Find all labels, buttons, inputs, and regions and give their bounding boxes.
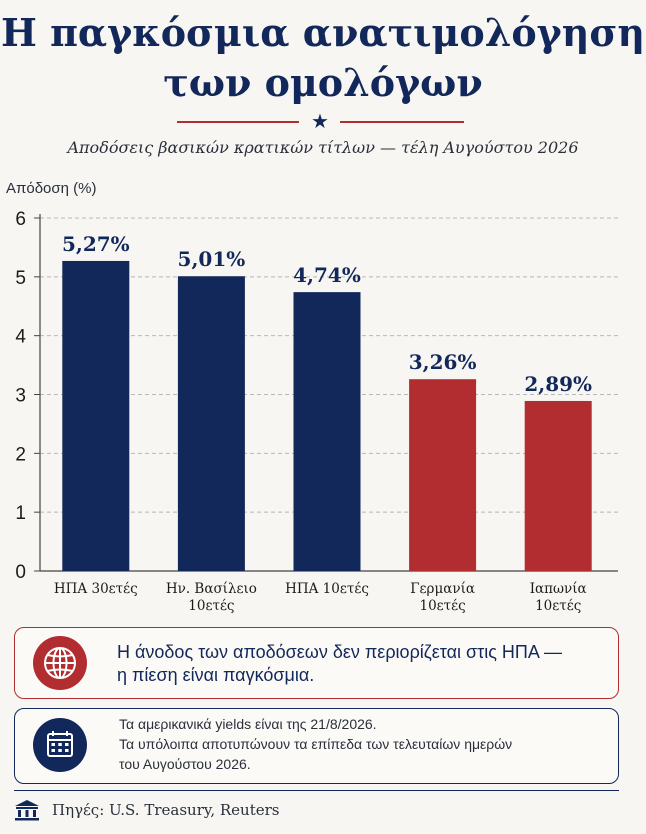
globe-icon <box>44 647 76 679</box>
bar-value-label: 5,27% <box>62 232 130 256</box>
note-box: Τα αμερικανικά yields είναι της 21/8/202… <box>14 708 619 784</box>
divider-left-line <box>177 121 299 123</box>
footer-divider <box>14 790 619 791</box>
x-tick-label: ΗΠΑ 30ετές <box>54 581 138 597</box>
bar-value-label: 5,01% <box>178 247 246 271</box>
x-tick-label: 10ετές <box>535 598 581 614</box>
title-line-1: Η παγκόσμια ανατιμολόγηση <box>0 10 646 55</box>
bar <box>62 260 130 571</box>
y-tick-label: 3 <box>15 386 26 407</box>
y-tick-label: 1 <box>15 503 26 524</box>
bar-value-label: 2,89% <box>524 372 592 396</box>
note-line-2: Τα υπόλοιπα αποτυπώνουν τα επίπεδα των τ… <box>119 736 513 752</box>
calendar-icon <box>47 731 73 757</box>
note-line-1: Τα αμερικανικά yields είναι της 21/8/202… <box>119 716 377 732</box>
bar-value-label: 3,26% <box>409 350 477 374</box>
x-tick-label: Γερμανία <box>410 581 475 597</box>
callout-line-2: η πίεση είναι παγκόσμια. <box>117 665 315 685</box>
note-line-3: του Αυγούστου 2026. <box>119 756 251 772</box>
x-tick-label: ΗΠΑ 10ετές <box>285 581 369 597</box>
y-tick-label: 2 <box>15 444 26 465</box>
note-icon-badge <box>33 718 87 772</box>
y-tick-label: 5 <box>15 268 26 289</box>
title-line-2: των ομολόγων <box>163 60 483 105</box>
divider-right-line <box>340 121 464 123</box>
x-tick-label: 10ετές <box>188 598 234 614</box>
y-tick-label: 0 <box>15 562 26 583</box>
bank-icon <box>15 800 39 821</box>
source-text: Πηγές: U.S. Treasury, Reuters <box>52 801 280 819</box>
x-tick-label: Ην. Βασίλειο <box>166 581 257 597</box>
x-tick-label: 10ετές <box>419 598 465 614</box>
callout-icon-badge <box>33 636 87 690</box>
y-tick-label: 4 <box>15 327 26 348</box>
x-tick-label: Ιαπωνία <box>530 581 587 597</box>
note-text: Τα αμερικανικά yields είναι της 21/8/202… <box>119 714 512 774</box>
callout-text: Η άνοδος των αποδόσεων δεν περιορίζεται … <box>117 641 562 687</box>
y-axis-label: Απόδοση (%) <box>6 180 97 197</box>
page-title: Η παγκόσμια ανατιμολόγηση των ομολόγων <box>0 8 646 108</box>
bar <box>524 400 592 571</box>
bar <box>409 379 477 571</box>
subtitle: Αποδόσεις βασικών κρατικών τίτλων — τέλη… <box>67 138 579 157</box>
callout-line-1: Η άνοδος των αποδόσεων δεν περιορίζεται … <box>117 642 562 662</box>
title-divider: ★ <box>0 109 646 133</box>
star-icon: ★ <box>311 109 329 133</box>
bar <box>177 276 245 571</box>
bar <box>293 292 361 571</box>
callout-box: Η άνοδος των αποδόσεων δεν περιορίζεται … <box>14 627 619 699</box>
y-tick-label: 6 <box>15 209 26 230</box>
bar-value-label: 4,74% <box>293 263 361 287</box>
